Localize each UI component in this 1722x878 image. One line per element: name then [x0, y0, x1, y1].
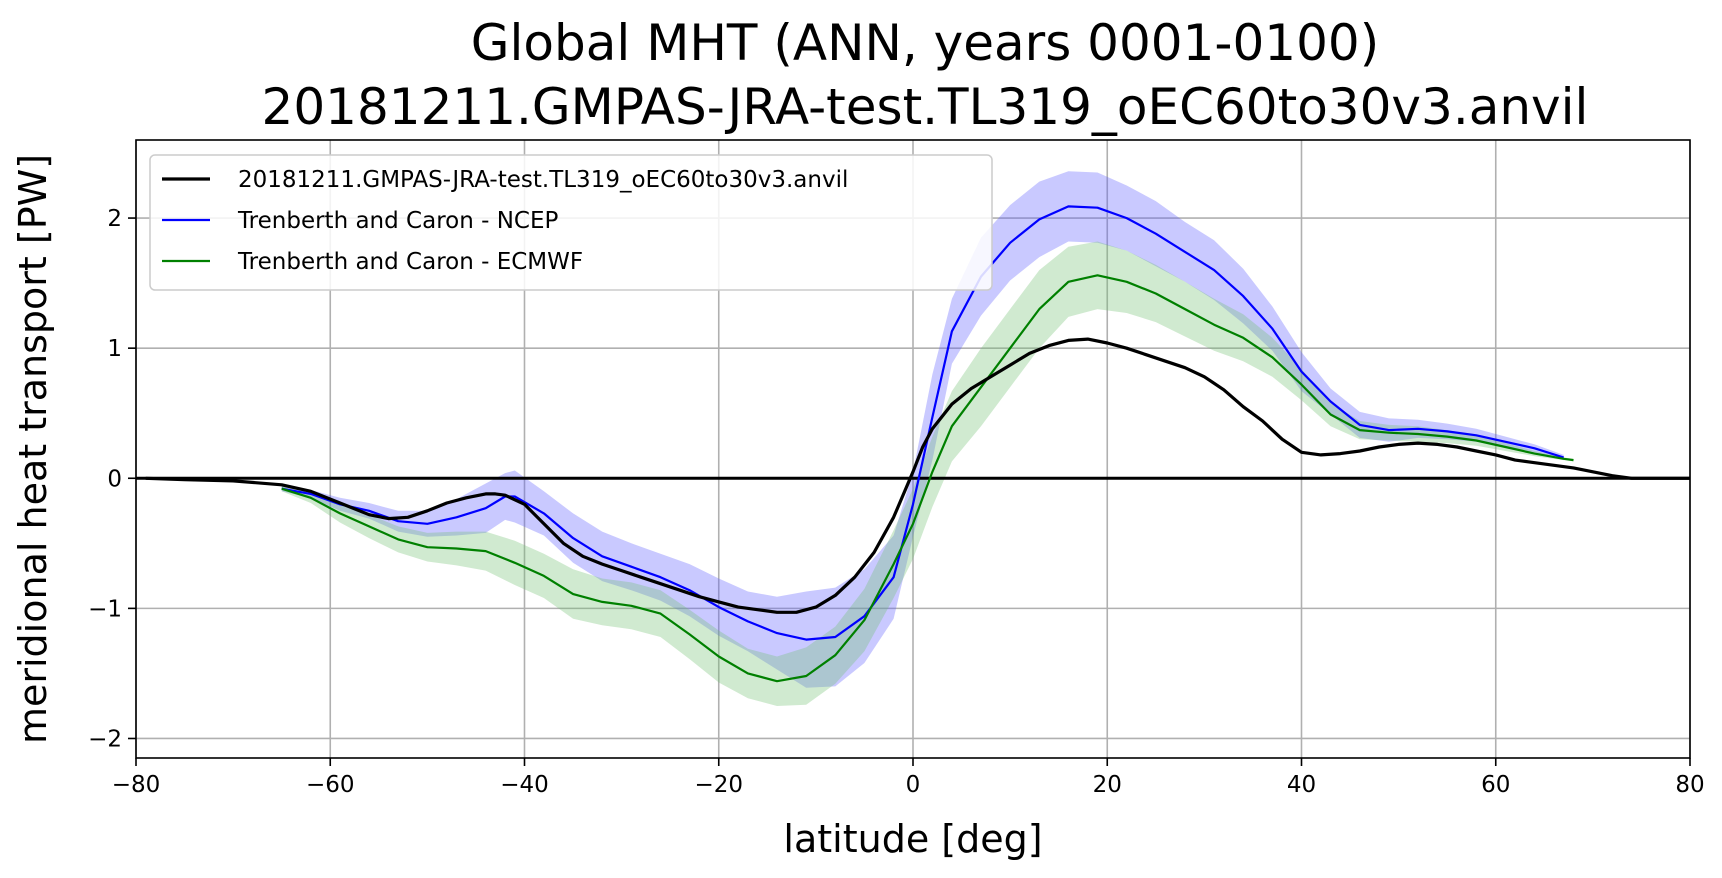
y-tick-label: 2 — [107, 206, 122, 232]
x-axis-label: latitude [deg] — [783, 817, 1042, 861]
chart-title-line1: Global MHT (ANN, years 0001-0100) — [471, 14, 1379, 72]
chart-title-line2: 20181211.GMPAS-JRA-test.TL319_oEC60to30v… — [262, 78, 1589, 136]
y-tick-label: 0 — [107, 466, 122, 492]
x-tick-label: −40 — [500, 772, 549, 798]
y-tick-label: −1 — [88, 596, 122, 622]
x-tick-label: 40 — [1287, 772, 1316, 798]
legend-box — [149, 154, 993, 291]
uncertainty-band — [281, 241, 1574, 706]
uncertainty-band — [281, 171, 1564, 688]
x-tick-label: −20 — [694, 772, 743, 798]
legend-label: 20181211.GMPAS-JRA-test.TL319_oEC60to30v… — [238, 167, 848, 193]
y-axis-label: meridional heat transport [PW] — [11, 154, 55, 744]
series-line — [281, 205, 1565, 641]
x-tick-label: 80 — [1675, 772, 1704, 798]
x-tick-label: 0 — [906, 772, 921, 798]
x-tick-label: 20 — [1093, 772, 1122, 798]
x-tick-label: −80 — [112, 772, 161, 798]
y-tick-label: −2 — [88, 726, 122, 752]
x-tick-label: 60 — [1481, 772, 1510, 798]
x-tick-label: −60 — [306, 772, 355, 798]
legend: 20181211.GMPAS-JRA-test.TL319_oEC60to30v… — [149, 154, 993, 291]
legend-label: Trenberth and Caron - NCEP — [237, 208, 559, 234]
y-tick-label: 1 — [107, 336, 122, 362]
uncertainty-bands — [281, 171, 1574, 706]
series-lines — [145, 205, 1690, 683]
series-line — [145, 337, 1690, 614]
axis-ticks: −80 −60 −40 −20 0 20 40 60 80 −2 −1 0 1 2 — [88, 206, 1705, 798]
series-line — [281, 274, 1574, 683]
legend-label: Trenberth and Caron - ECMWF — [237, 249, 583, 275]
